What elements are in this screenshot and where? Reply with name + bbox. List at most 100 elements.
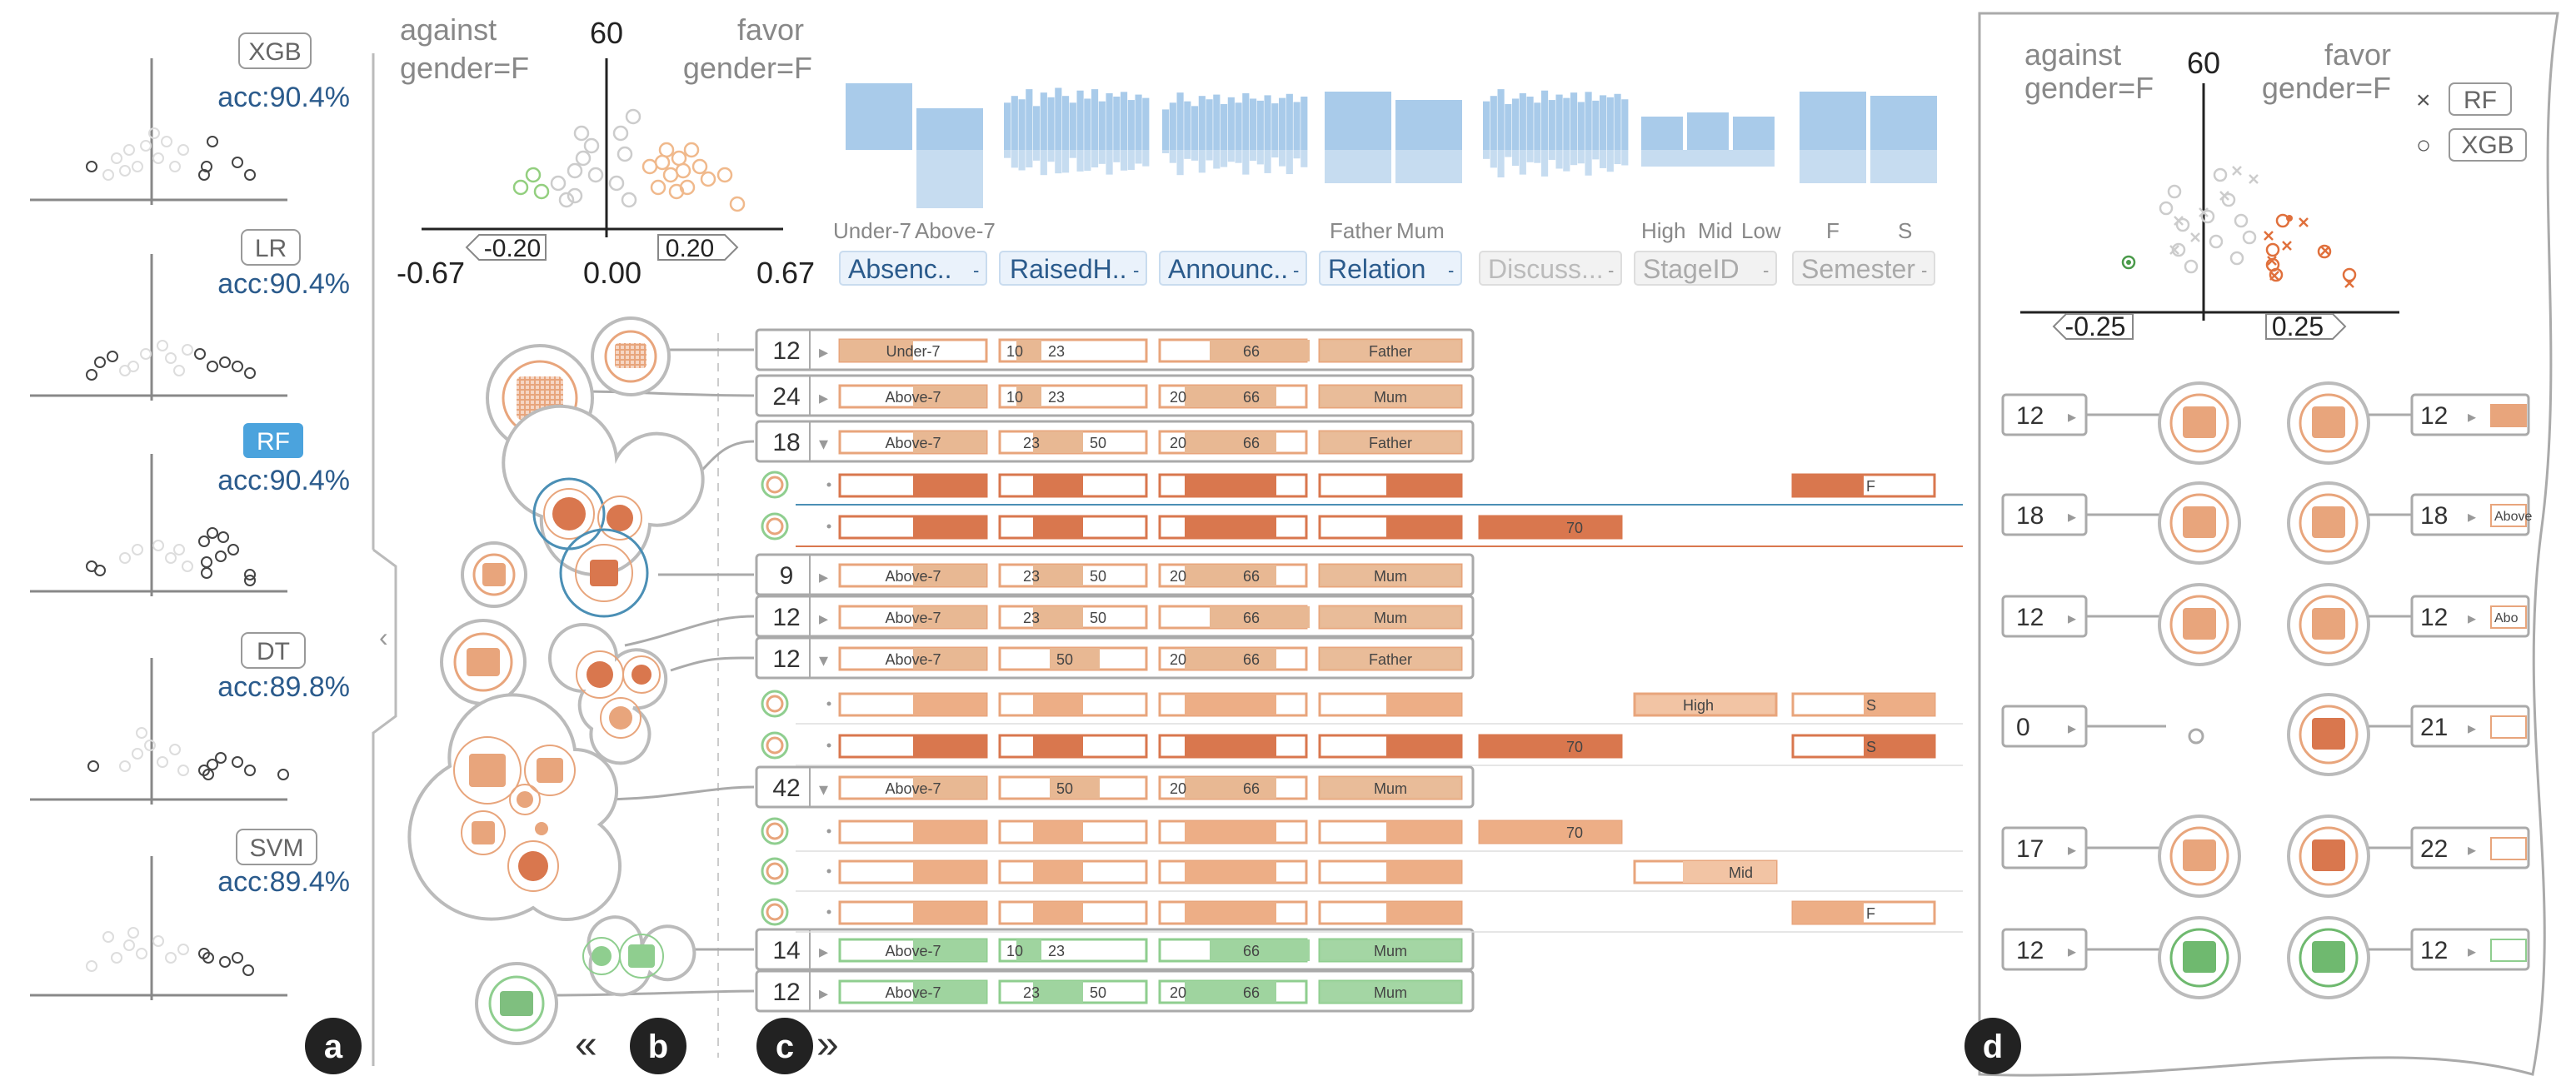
absence-bar-fill bbox=[840, 340, 913, 361]
expand-toggle-icon[interactable]: ▸ bbox=[2468, 508, 2476, 526]
expand-toggle-icon[interactable]: ▸ bbox=[2468, 408, 2476, 426]
rule-row[interactable]: 42 ▾ Above-7 50 20 66 Mum bbox=[755, 765, 1475, 809]
model-name-tag[interactable] bbox=[241, 632, 306, 669]
expand-toggle-icon[interactable]: ▸ bbox=[2068, 408, 2076, 426]
cluster-bubble[interactable] bbox=[548, 623, 668, 765]
subrow-bar-fill bbox=[1185, 735, 1276, 757]
expand-toggle-icon[interactable]: ▸ bbox=[2068, 841, 2076, 859]
expand-right-icon[interactable]: » bbox=[816, 1023, 839, 1067]
rule-row[interactable]: 9 ▸ Above-7 23 50 20 66 Mum bbox=[755, 553, 1475, 596]
brush-handle-left[interactable]: -0.20 bbox=[465, 234, 547, 262]
histogram-bar bbox=[1055, 87, 1062, 150]
expand-toggle-icon[interactable]: ▸ bbox=[819, 341, 828, 362]
expand-toggle-icon[interactable]: ▸ bbox=[819, 387, 828, 408]
attribute-dropdown-announcements[interactable]: Announc.. - bbox=[1159, 251, 1307, 286]
collapse-icon[interactable]: ‹ bbox=[379, 622, 388, 652]
cluster-bubble[interactable] bbox=[440, 619, 527, 705]
expand-toggle-icon[interactable]: ▸ bbox=[2068, 610, 2076, 628]
attribute-dropdown-absence[interactable]: Absenc.. - bbox=[839, 251, 987, 286]
cluster-bubble[interactable] bbox=[407, 693, 622, 921]
rule-row[interactable]: 24 ▸ Above-7 10 23 20 66 Mum bbox=[755, 374, 1475, 417]
rule-row[interactable]: 12 ▾ Above-7 50 20 66 Father bbox=[755, 636, 1475, 680]
rule-subrow[interactable]: F bbox=[761, 898, 1963, 933]
cluster-bubble-fill bbox=[2312, 941, 2345, 973]
histogram-bar bbox=[1113, 150, 1121, 162]
category-label: Under-7 bbox=[833, 218, 911, 243]
model-name-tag[interactable] bbox=[236, 829, 317, 865]
expand-toggle-icon[interactable]: ▾ bbox=[819, 433, 828, 454]
model-card-rf[interactable]: RF acc:90.4% bbox=[30, 423, 350, 596]
histogram-bar bbox=[1135, 150, 1142, 164]
expand-toggle-icon[interactable]: ▸ bbox=[2468, 610, 2476, 628]
x-axis-max-label: 0.67 bbox=[756, 256, 815, 290]
expand-toggle-icon[interactable]: ▸ bbox=[819, 983, 828, 1004]
expand-toggle-icon[interactable]: ▸ bbox=[2468, 720, 2476, 738]
comparison-row[interactable]: 17 ▸ 22 ▸ bbox=[2001, 815, 2530, 898]
cluster-bubble[interactable] bbox=[502, 404, 705, 618]
rule-row[interactable]: 12 ▸ Under-7 10 23 66 Father bbox=[755, 328, 1475, 371]
expand-toggle-icon[interactable]: ▸ bbox=[2468, 943, 2476, 961]
histogram-bar bbox=[1076, 150, 1084, 172]
expand-toggle-icon[interactable]: ▸ bbox=[2068, 943, 2076, 961]
attribute-dropdown-raisedhands[interactable]: RaisedH.. - bbox=[999, 251, 1147, 286]
model-card-xgb[interactable]: XGB acc:90.4% bbox=[30, 32, 350, 205]
comparison-row[interactable]: 12 ▸ 12 ▸ bbox=[2001, 381, 2530, 465]
collapse-left-icon[interactable]: « bbox=[575, 1023, 597, 1067]
expand-toggle-icon[interactable]: ▾ bbox=[819, 779, 828, 800]
histogram-bar bbox=[1250, 150, 1257, 162]
model-name-tag[interactable] bbox=[238, 32, 312, 69]
discussion-value: 70 bbox=[1566, 824, 1583, 841]
expand-toggle-icon[interactable]: ▸ bbox=[819, 566, 828, 587]
x-axis-min-label: -0.67 bbox=[397, 256, 465, 290]
histogram-bar bbox=[1162, 150, 1170, 154]
comparison-row[interactable]: 12 ▸ 12 ▸ Abo bbox=[2001, 583, 2530, 666]
cluster-bubble[interactable] bbox=[461, 541, 527, 608]
rule-row[interactable]: 12 ▸ Above-7 23 50 20 66 Mum bbox=[755, 969, 1475, 1013]
against-label-line1: against bbox=[400, 12, 497, 47]
model-scatter-points bbox=[87, 727, 289, 780]
comparison-rows: 12 ▸ 12 ▸ 18 ▸ 18 ▸ Above 12 ▸ 12 ▸ Abo 0 ▸ 21 ▸ 17 ▸ 22 ▸ 12 ▸… bbox=[2001, 381, 2532, 999]
comparison-row[interactable]: 18 ▸ 18 ▸ Above bbox=[2001, 481, 2532, 565]
expand-toggle-icon[interactable]: ▸ bbox=[819, 941, 828, 962]
rule-subrow[interactable]: 70 S bbox=[761, 731, 1963, 766]
attribute-dropdown-discussion[interactable]: Discuss... - bbox=[1479, 251, 1622, 286]
histogram-bar bbox=[1062, 96, 1070, 150]
legend-rf[interactable]: × RF bbox=[2416, 82, 2512, 116]
cluster-bubble[interactable] bbox=[475, 962, 558, 1045]
expand-toggle-icon[interactable]: ▸ bbox=[2468, 841, 2476, 859]
comparison-brush-left[interactable]: -0.25 bbox=[2052, 311, 2134, 341]
histogram-bar bbox=[1018, 99, 1026, 150]
favor-label-line2: gender=F bbox=[2262, 71, 2391, 105]
comparison-brush-right[interactable]: 0.25 bbox=[2265, 311, 2347, 341]
comparison-row[interactable]: 0 ▸ 21 ▸ bbox=[2001, 693, 2530, 776]
expand-toggle-icon[interactable]: ▸ bbox=[2068, 720, 2076, 738]
model-accuracy-label: acc:90.4% bbox=[217, 465, 350, 496]
rule-subrow[interactable]: Mid bbox=[761, 857, 1963, 892]
expand-toggle-icon[interactable]: ▸ bbox=[2068, 508, 2076, 526]
rule-subrow[interactable]: 70 bbox=[761, 512, 1963, 547]
comparison-row[interactable]: 12 ▸ 12 ▸ bbox=[2001, 916, 2530, 999]
right-mini-bar bbox=[2490, 939, 2527, 962]
rule-row[interactable]: 14 ▸ Above-7 10 23 66 Mum bbox=[755, 928, 1475, 971]
attribute-dropdown-relation[interactable]: Relation - bbox=[1319, 251, 1462, 286]
rule-subrow[interactable]: High S bbox=[761, 690, 1963, 725]
model-name-tag[interactable] bbox=[241, 229, 301, 266]
expand-toggle-icon[interactable]: ▾ bbox=[819, 650, 828, 670]
rule-row[interactable]: 18 ▾ Above-7 23 50 20 66 Father bbox=[755, 420, 1475, 463]
rule-subrow[interactable]: F bbox=[761, 471, 1963, 506]
model-card-svm[interactable]: SVM acc:89.4% bbox=[30, 829, 350, 1000]
expand-toggle-icon[interactable]: ▸ bbox=[819, 608, 828, 629]
attribute-dropdown-semester[interactable]: Semester - bbox=[1792, 251, 1935, 286]
rule-row[interactable]: 12 ▸ Above-7 23 50 66 Mum bbox=[755, 595, 1475, 638]
model-card-lr[interactable]: LR acc:90.4% bbox=[30, 229, 350, 401]
cluster-bubble-fill bbox=[2312, 718, 2345, 750]
model-name-tag-selected[interactable] bbox=[243, 423, 303, 458]
cluster-bubble[interactable] bbox=[591, 316, 671, 396]
cluster-bubble[interactable] bbox=[582, 915, 696, 997]
legend-xgb[interactable]: ○ XGB bbox=[2416, 128, 2527, 162]
brush-handle-right[interactable]: 0.20 bbox=[657, 234, 739, 262]
raised-bar-fill bbox=[1050, 777, 1100, 799]
model-card-dt[interactable]: DT acc:89.8% bbox=[30, 632, 350, 805]
rule-subrow[interactable]: 70 bbox=[761, 817, 1963, 852]
attribute-dropdown-stageid[interactable]: StageID - bbox=[1634, 251, 1777, 286]
